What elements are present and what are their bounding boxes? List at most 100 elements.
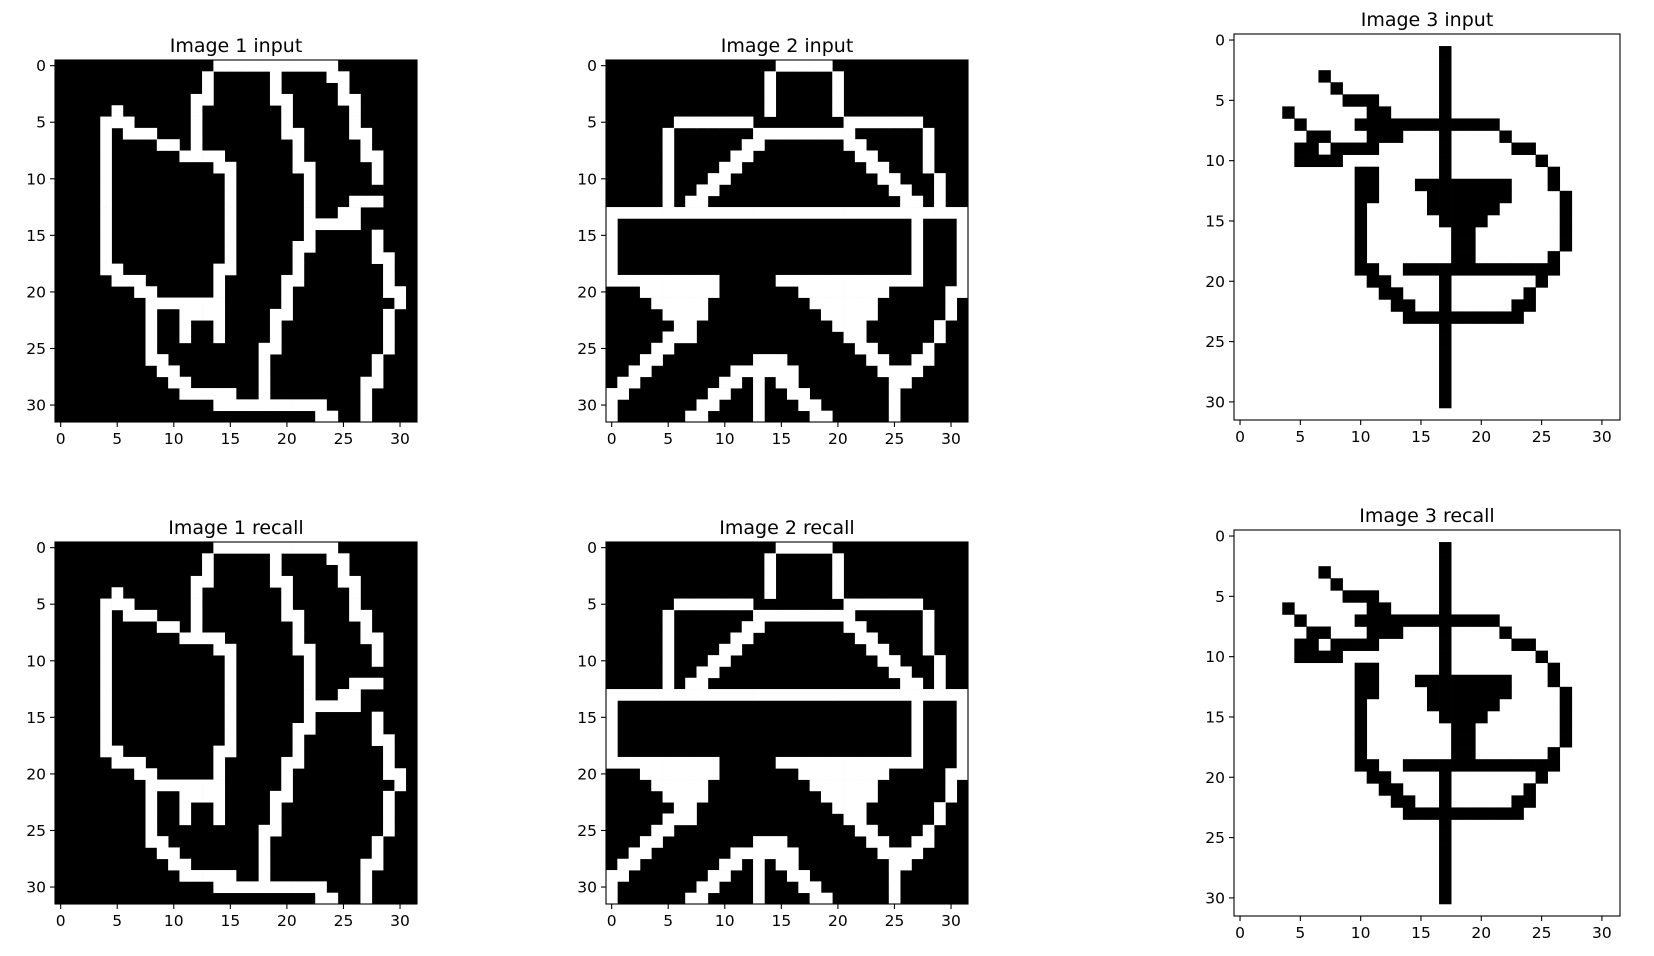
image-area bbox=[1234, 34, 1620, 420]
pixel-cell bbox=[628, 847, 641, 860]
pixel-cell bbox=[292, 127, 305, 140]
pixel-cell bbox=[1390, 118, 1404, 131]
pixel-cell bbox=[888, 858, 901, 871]
pixel-cell bbox=[190, 621, 203, 633]
x-tick-label: 0 bbox=[56, 430, 66, 448]
pixel-cell bbox=[741, 847, 754, 860]
panel-image-1-recall: 0 5 10 15 20 25 30 0 5 10 15 20 25 30 Image 1 recall bbox=[26, 517, 418, 930]
pixel-cell bbox=[1547, 178, 1561, 192]
pixel-cell bbox=[224, 241, 237, 253]
y-tick-label: 20 bbox=[26, 283, 46, 301]
pixel-cell bbox=[1402, 795, 1416, 808]
x-tick-label: 30 bbox=[1592, 428, 1612, 446]
pixel-cell bbox=[685, 813, 697, 826]
pixel-cell bbox=[741, 150, 754, 163]
pixel-cell bbox=[269, 790, 282, 803]
y-tick-label: 5 bbox=[587, 596, 597, 614]
pixel-cell bbox=[224, 745, 237, 758]
pixel-cell bbox=[1342, 142, 1355, 155]
pixel-cell bbox=[1523, 783, 1536, 796]
pixel-cell bbox=[1414, 807, 1428, 820]
pixel-cell bbox=[292, 881, 305, 894]
pixel-cell bbox=[809, 609, 822, 622]
pixel-cell bbox=[696, 677, 709, 690]
pixel-cell bbox=[877, 689, 890, 701]
pixel-cell bbox=[1439, 783, 1452, 796]
pixel-cell bbox=[639, 768, 652, 780]
pixel-cell bbox=[394, 768, 407, 780]
x-tick-label: 0 bbox=[56, 912, 66, 930]
pixel-cell bbox=[1366, 263, 1380, 276]
pixel-cell bbox=[787, 388, 799, 400]
pixel-cell bbox=[809, 127, 822, 140]
y-tick-label: 30 bbox=[26, 397, 46, 415]
pixel-cell bbox=[371, 252, 384, 264]
pixel-cell bbox=[100, 723, 112, 735]
pixel-cell bbox=[1354, 251, 1368, 264]
pixel-cell bbox=[617, 388, 629, 400]
pixel-cell bbox=[707, 173, 720, 185]
pixel-cell bbox=[1354, 759, 1368, 772]
pixel-cell bbox=[349, 195, 361, 208]
pixel-cell bbox=[213, 60, 226, 72]
pixel-cell bbox=[685, 677, 697, 690]
pixel-cell bbox=[1318, 650, 1331, 664]
chart-title: Image 3 input bbox=[1361, 9, 1494, 31]
pixel-cell bbox=[1366, 638, 1380, 651]
pixel-cell bbox=[662, 274, 675, 287]
pixel-cell bbox=[156, 139, 169, 151]
pixel-cell bbox=[202, 93, 214, 106]
pixel-cell bbox=[900, 274, 912, 287]
x-tick-label: 10 bbox=[1351, 924, 1371, 942]
pixel-cell bbox=[326, 60, 339, 72]
pixel-cell bbox=[145, 127, 158, 140]
pixel-cell bbox=[673, 286, 686, 298]
pixel-cell bbox=[1463, 190, 1476, 204]
pixel-cell bbox=[224, 218, 237, 231]
pixel-cell bbox=[134, 286, 146, 298]
pixel-cell bbox=[673, 813, 686, 826]
pixel-cell bbox=[1330, 578, 1343, 591]
pixel-cell bbox=[1306, 130, 1319, 143]
pixel-cell bbox=[606, 745, 618, 758]
pixel-cell bbox=[866, 689, 878, 701]
pixel-cell bbox=[179, 308, 192, 321]
pixel-cell bbox=[292, 745, 305, 758]
pixel-cell bbox=[673, 790, 686, 803]
pixel-cell bbox=[1547, 747, 1561, 760]
pixel-cell bbox=[809, 768, 822, 780]
y-tick-label: 10 bbox=[26, 170, 46, 188]
pixel-cell bbox=[606, 218, 618, 231]
pixel-cell bbox=[337, 71, 350, 83]
pixel-cell bbox=[1559, 735, 1573, 748]
pixel-cell bbox=[922, 609, 935, 622]
pixel-cell bbox=[202, 150, 214, 163]
pixel-cell bbox=[1402, 807, 1416, 820]
pixel-cell bbox=[100, 150, 112, 163]
pixel-cell bbox=[1475, 686, 1488, 700]
pixel-cell bbox=[1475, 178, 1488, 192]
pixel-cell bbox=[843, 139, 856, 151]
pixel-cell bbox=[1439, 106, 1452, 119]
pixel-cell bbox=[843, 756, 856, 769]
pixel-cell bbox=[854, 308, 867, 321]
pixel-cell bbox=[281, 609, 293, 622]
pixel-cell bbox=[303, 723, 316, 735]
pixel-cell bbox=[134, 609, 146, 622]
pixel-cell bbox=[1330, 82, 1343, 95]
pixel-cell bbox=[1439, 142, 1452, 155]
x-tick-label: 20 bbox=[1471, 428, 1491, 446]
pixel-cell bbox=[326, 71, 339, 83]
pixel-cell bbox=[1354, 239, 1368, 252]
pixel-cell bbox=[1366, 614, 1380, 627]
pixel-cell bbox=[685, 207, 697, 219]
pixel-cell bbox=[111, 756, 124, 769]
pixel-cell bbox=[1463, 311, 1476, 324]
pixel-cell bbox=[224, 881, 237, 894]
pixel-cell bbox=[383, 342, 395, 355]
pixel-cell bbox=[911, 711, 924, 724]
pixel-cell bbox=[866, 150, 878, 163]
pixel-cell bbox=[753, 207, 765, 219]
image-area bbox=[55, 542, 417, 905]
image-area bbox=[1234, 530, 1620, 916]
